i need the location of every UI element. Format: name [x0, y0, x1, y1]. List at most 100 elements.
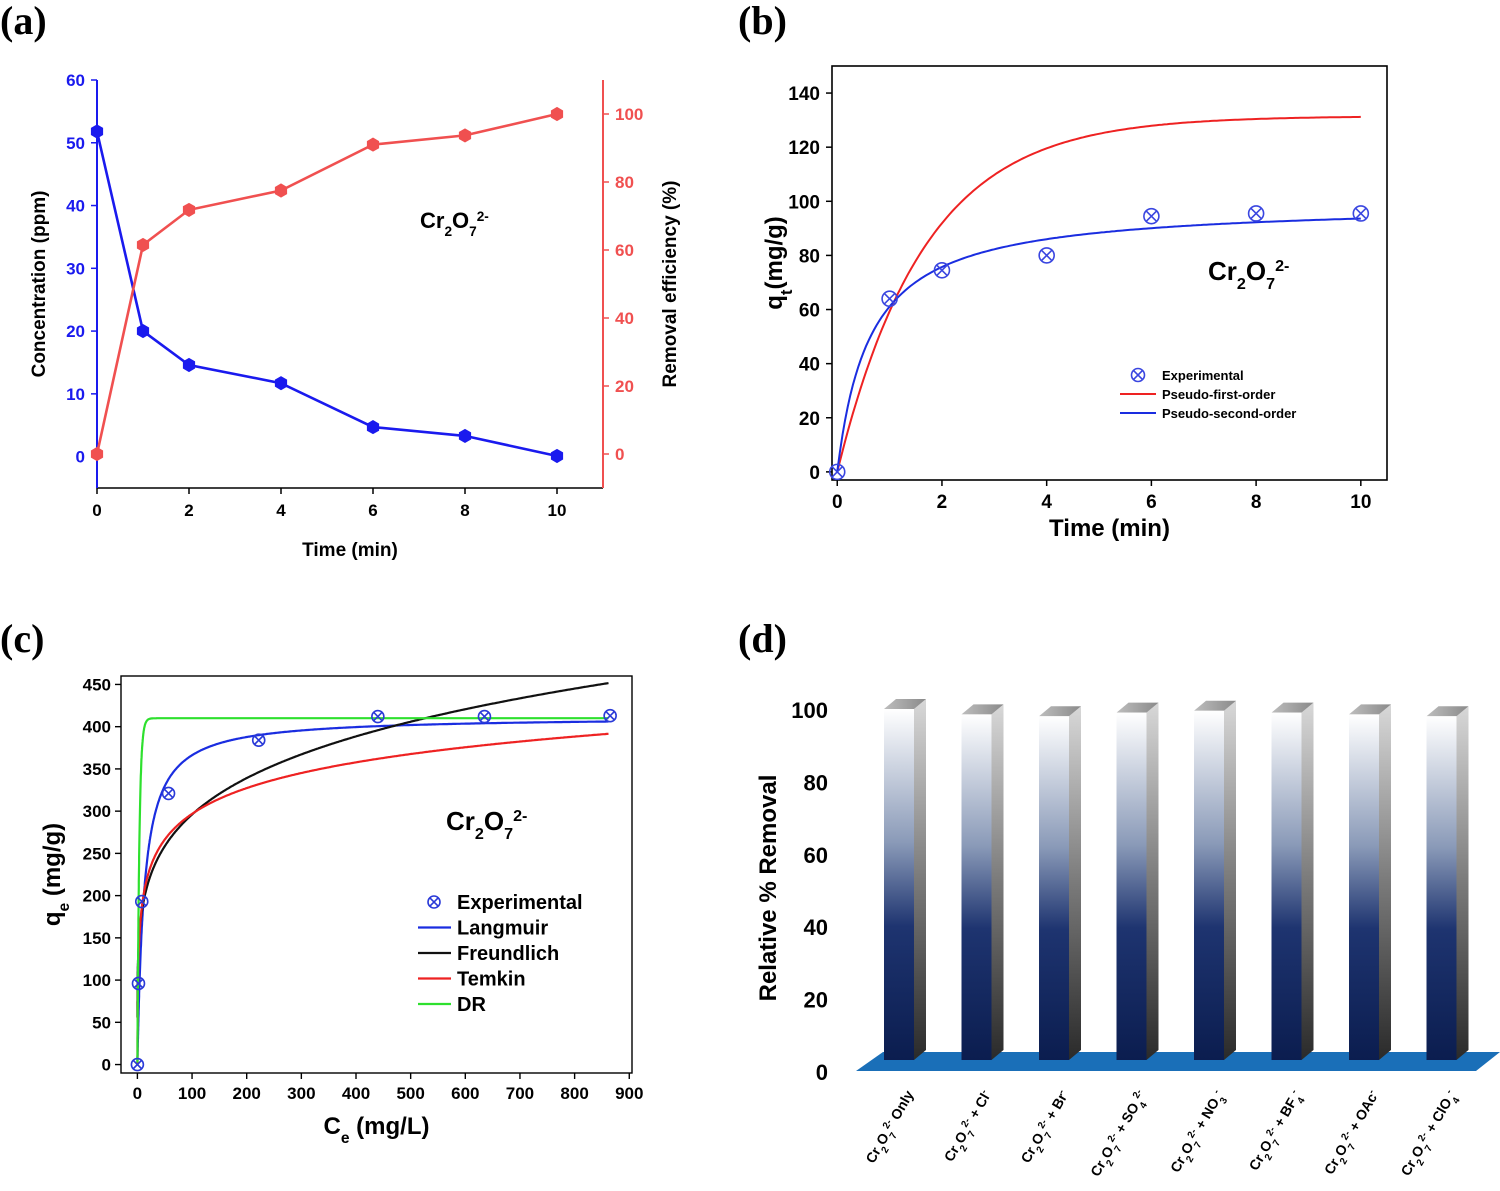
fit-curve-langmuir [136, 720, 609, 1064]
data-point-left [550, 448, 564, 464]
bar-side [1224, 700, 1236, 1060]
bar [1426, 706, 1469, 1060]
experimental-point-ring [1038, 247, 1055, 264]
panel-label-d: (d) [738, 616, 787, 661]
fit-curve-temkin [136, 732, 609, 1066]
y-right-tick-label: 100 [615, 105, 643, 124]
experimental-point-cross [372, 711, 383, 722]
bar-front [1426, 716, 1457, 1060]
x-tick-label: 10 [548, 501, 567, 520]
legend-label: Experimental [457, 892, 583, 914]
x-tick-label: 8 [1251, 492, 1262, 513]
series-line-left [95, 131, 558, 458]
experimental-point [161, 786, 176, 801]
experimental-point [371, 709, 385, 724]
category-label: Cr2O72- + SO42- [1087, 1087, 1154, 1182]
category-label: Cr2O72- + Cl- [940, 1087, 999, 1167]
x-tick-label: 2 [937, 492, 948, 513]
x-tick-label: 200 [233, 1084, 261, 1103]
bar-side [914, 699, 926, 1060]
annotation-formula: Cr2O72- [446, 806, 527, 843]
experimental-point-cross [136, 896, 147, 907]
data-point-right [136, 237, 150, 252]
experimental-point-cross [1250, 207, 1263, 220]
y-right-tick-label: 60 [615, 241, 634, 260]
legend-marker [1130, 367, 1146, 383]
bar-side [1456, 706, 1469, 1060]
data-point-left [366, 420, 380, 435]
experimental-point-ring [134, 894, 149, 909]
y-axis-title: qt(mg/g) [761, 216, 796, 310]
x-tick-label: 100 [178, 1084, 206, 1103]
bar-top [1349, 704, 1391, 715]
data-point-left [90, 124, 104, 139]
annotation-formula: Cr2O72- [420, 208, 489, 239]
experimental-point-cross [935, 264, 948, 277]
bar-side [991, 704, 1004, 1060]
bar-top [1116, 702, 1159, 713]
y-tick-label: 100 [83, 971, 111, 990]
y-axis-title: Relative % Removal [755, 775, 782, 1002]
legend-label: Experimental [1162, 368, 1244, 383]
y-tick-label: 300 [83, 802, 111, 821]
bar-side [1301, 702, 1314, 1060]
bar [961, 704, 1004, 1060]
experimental-point-ring [933, 261, 951, 279]
category-label: Cr2O72- Only [862, 1087, 922, 1168]
experimental-point-cross [883, 292, 896, 305]
chart-d: 0 20 40 60 80 100 Relative % Removal Cr2O72- On… [755, 698, 1500, 1182]
y-right-tick-label: 40 [615, 309, 634, 328]
y-right-tick-label: 80 [615, 173, 634, 192]
y-left-tick-label: 20 [66, 322, 85, 341]
bar-front [1194, 710, 1224, 1060]
legend-label: Pseudo-first-order [1162, 387, 1275, 402]
y-tick-label: 100 [788, 192, 820, 213]
experimental-point-cross [1040, 249, 1053, 262]
x-tick-label: 6 [1146, 492, 1157, 513]
legend-label: DR [457, 994, 486, 1016]
y-tick-label: 80 [804, 770, 828, 795]
bar-front [1349, 714, 1379, 1060]
y-left-tick-label: 30 [66, 259, 85, 278]
fit-curve-dr [136, 717, 609, 1063]
experimental-point-cross [479, 711, 490, 722]
data-point-left [182, 357, 196, 373]
chart-c: 0 100 200 300 400 500 600 700 800 900 0 50 100 150 200… [39, 675, 643, 1147]
y-left-tick-label: 60 [66, 71, 85, 90]
bar-top [1194, 700, 1236, 711]
experimental-point-ring [881, 290, 898, 308]
category-label: Cr2O72- + NO3- [1166, 1087, 1231, 1177]
y-right-tick-label: 20 [615, 377, 634, 396]
y-left-tick-label: 10 [66, 385, 85, 404]
bar [1116, 702, 1159, 1060]
x-tick-label: 800 [560, 1084, 588, 1103]
x-tick-label: 0 [133, 1084, 142, 1103]
legend-marker-cross [429, 897, 439, 907]
legend-label: Langmuir [457, 918, 548, 940]
y-axis-title: qe (mg/g) [39, 823, 73, 926]
y-tick-label: 20 [804, 988, 828, 1013]
plot-frame [831, 65, 1388, 481]
bar-side [1379, 704, 1391, 1060]
bar-top [961, 704, 1004, 715]
experimental-point-ring [161, 786, 176, 801]
y-left-tick-label: 0 [76, 448, 85, 467]
experimental-point [1038, 247, 1055, 264]
bar-top [1039, 706, 1081, 717]
bar-side [1146, 702, 1159, 1060]
experimental-point [933, 261, 951, 279]
experimental-point-cross [133, 978, 144, 989]
experimental-point-ring [371, 709, 385, 724]
experimental-point [828, 463, 846, 481]
fit-curve-pfo [836, 115, 1361, 473]
legend-marker [427, 895, 441, 909]
bar-front [961, 714, 992, 1060]
y-tick-label: 100 [791, 698, 828, 723]
y-tick-label: 150 [83, 929, 111, 948]
data-point-left [458, 428, 472, 443]
x-tick-label: 2 [184, 501, 193, 520]
panel-label-b: (b) [738, 0, 787, 43]
y-left-tick-label: 40 [66, 197, 85, 216]
